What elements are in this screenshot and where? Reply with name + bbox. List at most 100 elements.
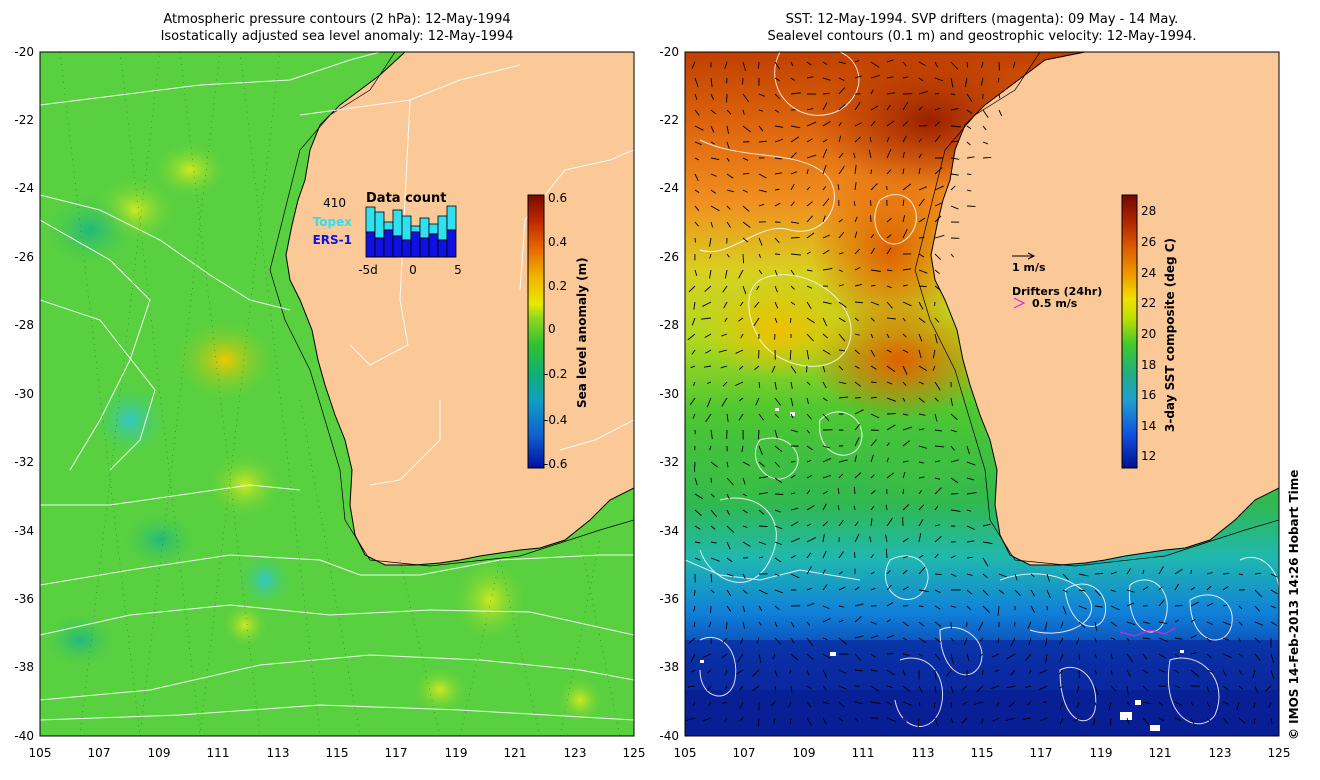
velocity-arrow <box>708 621 712 628</box>
velocity-arrow <box>822 102 828 111</box>
velocity-arrow <box>950 157 960 160</box>
velocity-arrow <box>934 185 944 191</box>
velocity-arrow <box>870 571 875 575</box>
velocity-arrow <box>837 184 840 191</box>
velocity-arrow <box>1030 573 1035 577</box>
velocity-arrow <box>694 93 698 100</box>
velocity-arrow <box>790 136 800 143</box>
velocity-arrow <box>918 61 926 66</box>
velocity-arrow <box>902 333 907 338</box>
velocity-arrow <box>902 440 910 447</box>
velocity-arrow <box>774 541 782 546</box>
right-xtick-5: 115 <box>971 746 994 760</box>
velocity-arrow <box>1206 585 1212 591</box>
velocity-arrow <box>822 317 828 327</box>
velocity-arrow <box>726 509 730 516</box>
velocity-arrow <box>758 509 765 515</box>
velocity-arrow <box>902 284 908 287</box>
velocity-arrow <box>773 717 776 723</box>
velocity-arrow <box>710 189 717 194</box>
velocity-arrow <box>838 396 849 399</box>
velocity-arrow <box>838 381 847 385</box>
velocity-arrow <box>1126 602 1135 607</box>
velocity-arrow <box>806 232 815 239</box>
velocity-arrow <box>902 460 909 463</box>
velocity-arrow <box>790 381 793 389</box>
velocity-arrow <box>1190 634 1197 639</box>
velocity-arrow <box>1222 637 1230 641</box>
velocity-arrow <box>966 540 975 543</box>
velocity-arrow <box>966 653 970 662</box>
velocity-arrow <box>966 589 973 595</box>
velocity-arrow <box>822 139 828 143</box>
velocity-arrow <box>838 269 843 273</box>
velocity-arrow <box>854 216 858 223</box>
velocity-arrow <box>1044 637 1048 647</box>
velocity-arrow <box>886 148 892 159</box>
velocity-arrow <box>902 413 909 416</box>
left-xtick-3: 111 <box>207 746 230 760</box>
velocity-arrow <box>1044 621 1048 632</box>
velocity-arrow <box>979 637 984 642</box>
velocity-arrow <box>742 172 750 175</box>
right-xtick-0: 105 <box>674 746 697 760</box>
velocity-arrow <box>996 701 1000 707</box>
velocity-arrow <box>1023 717 1032 720</box>
velocity-arrow <box>870 349 876 357</box>
velocity-arrow <box>806 653 814 660</box>
velocity-arrow <box>790 573 800 579</box>
velocity-arrow <box>1254 572 1261 575</box>
right-land <box>930 52 1279 566</box>
velocity-arrow <box>870 554 874 559</box>
velocity-arrow <box>1158 701 1164 707</box>
velocity-arrow <box>758 253 762 258</box>
velocity-arrow <box>854 136 861 143</box>
velocity-arrow <box>1059 637 1064 645</box>
velocity-arrow <box>918 77 924 82</box>
velocity-arrow <box>853 152 856 159</box>
velocity-arrow <box>822 249 830 255</box>
velocity-arrow <box>723 717 728 723</box>
velocity-arrow <box>736 669 744 675</box>
velocity-arrow <box>886 349 892 353</box>
velocity-arrow <box>902 685 911 692</box>
velocity-arrow <box>1222 604 1228 607</box>
velocity-arrow <box>854 701 864 705</box>
velocity-arrow <box>870 490 876 495</box>
left-xtick-5: 115 <box>326 746 349 760</box>
velocity-arrow <box>870 89 874 95</box>
velocity-arrow <box>918 621 925 627</box>
velocity-arrow <box>950 653 954 664</box>
velocity-arrow <box>789 349 792 360</box>
velocity-arrow <box>726 157 730 162</box>
velocity-arrow <box>806 587 812 591</box>
velocity-arrow <box>806 333 814 342</box>
velocity-arrow <box>1094 701 1097 707</box>
velocity-arrow <box>1039 669 1048 674</box>
velocity-arrow <box>886 397 896 402</box>
velocity-arrow <box>950 125 961 128</box>
velocity-arrow <box>806 285 813 289</box>
velocity-arrow <box>806 215 813 223</box>
velocity-arrow <box>902 199 905 207</box>
velocity-arrow <box>918 701 921 707</box>
velocity-arrow <box>790 397 794 407</box>
velocity-arrow <box>870 381 877 384</box>
left-ytick-8: -36 <box>14 592 34 606</box>
velocity-arrow <box>1126 568 1131 575</box>
velocity-arrow <box>981 717 984 724</box>
left-map[interactable]: -20 -22 -24 -26 -28 -30 -32 -34 -36 -38 … <box>0 0 660 780</box>
velocity-arrow <box>1014 573 1018 581</box>
velocity-arrow <box>774 557 782 563</box>
velocity-arrow <box>739 301 744 307</box>
velocity-arrow <box>1222 653 1233 659</box>
velocity-arrow <box>980 77 984 86</box>
velocity-arrow <box>1078 589 1086 592</box>
velocity-arrow <box>870 183 878 191</box>
velocity-arrow <box>726 573 734 577</box>
velocity-arrow <box>718 349 728 353</box>
velocity-arrow <box>870 61 880 68</box>
left-ytick-1: -22 <box>14 113 34 127</box>
velocity-arrow <box>886 169 892 175</box>
